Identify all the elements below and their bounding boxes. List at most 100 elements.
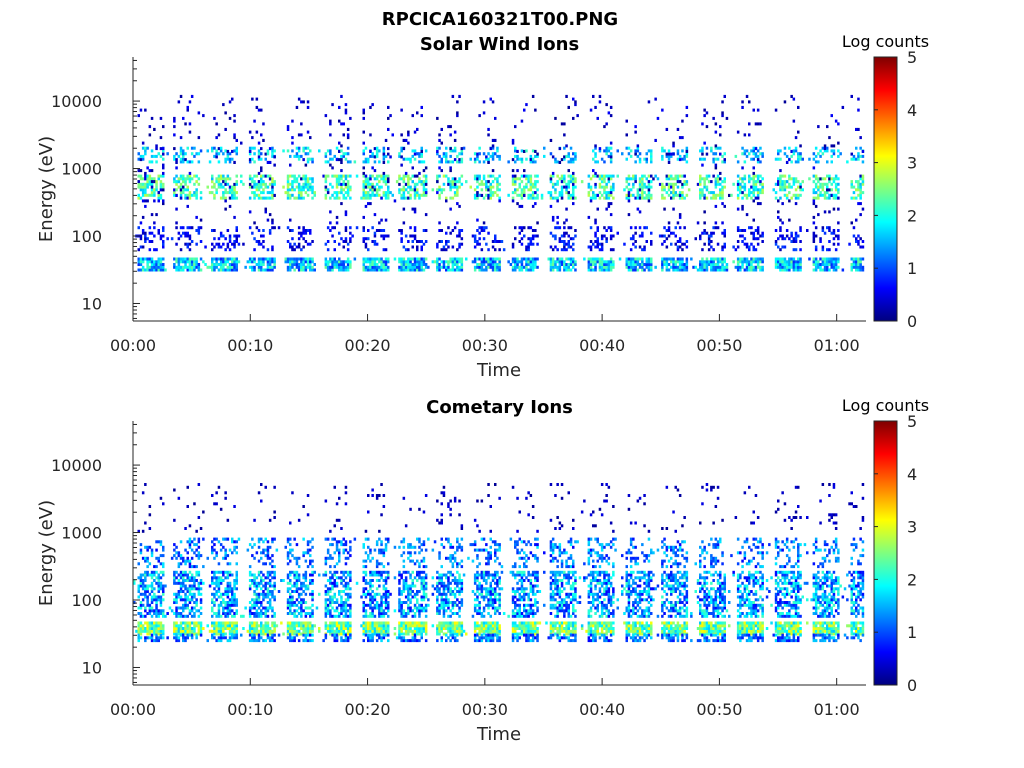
heatmap-cell [794, 248, 798, 252]
heatmap-cell [456, 114, 459, 118]
heatmap-cell [792, 248, 796, 252]
heatmap-cell [306, 185, 310, 189]
heatmap-cell [326, 248, 330, 252]
heatmap-cell [175, 545, 178, 549]
heatmap-cell [362, 257, 365, 261]
heatmap-cell [193, 629, 196, 633]
heatmap-cell [794, 193, 798, 197]
heatmap-cell [362, 268, 365, 272]
heatmap-cell [199, 601, 203, 604]
heatmap-cell [756, 196, 760, 200]
heatmap-cell [175, 268, 178, 272]
heatmap-cell [387, 105, 390, 109]
heatmap-cell [264, 210, 267, 214]
heatmap-cell [159, 595, 163, 599]
heatmap-cell [814, 196, 818, 200]
heatmap-cell [710, 231, 713, 235]
heatmap-cell [222, 193, 225, 197]
heatmap-cell [226, 570, 230, 574]
heatmap-cell [387, 265, 390, 269]
heatmap-cell [271, 245, 274, 249]
heatmap-cell [549, 191, 553, 195]
heatmap-cell [699, 177, 702, 181]
heatmap-cell [177, 185, 181, 189]
heatmap-cell [716, 257, 720, 261]
heatmap-cell [667, 221, 671, 225]
heatmap-cell [685, 245, 689, 249]
heatmap-cell [779, 257, 782, 261]
heatmap-cell [144, 576, 147, 580]
heatmap-cell [487, 260, 490, 264]
heatmap-cell [175, 260, 178, 264]
heatmap-cell [794, 149, 798, 153]
heatmap-cell [520, 157, 524, 161]
heatmap-cell [300, 263, 303, 266]
heatmap-cell [173, 180, 176, 184]
heatmap-cell [716, 265, 720, 269]
heatmap-cell [830, 231, 833, 235]
heatmap-cell [756, 202, 760, 206]
heatmap-cell [676, 149, 680, 153]
heatmap-cell [536, 257, 539, 261]
heatmap-cell [837, 122, 840, 126]
heatmap-cell [188, 237, 192, 241]
heatmap-cell [498, 268, 501, 272]
heatmap-cell [186, 559, 189, 563]
heatmap-cell [754, 122, 758, 126]
heatmap-cell [404, 174, 408, 178]
heatmap-cell [260, 196, 263, 200]
heatmap-cell [710, 245, 713, 249]
heatmap-cell [625, 263, 628, 266]
heatmap-cell [714, 265, 718, 269]
heatmap-cell [179, 595, 183, 599]
heatmap-cell [293, 154, 296, 158]
heatmap-cell [137, 621, 140, 625]
heatmap-cell [531, 160, 535, 164]
heatmap-cell [150, 260, 154, 264]
heatmap-cell [609, 174, 613, 178]
heatmap-cell [235, 581, 238, 585]
heatmap-cell [445, 146, 448, 150]
heatmap-cell [589, 265, 593, 269]
heatmap-cell [233, 234, 236, 238]
heatmap-cell [188, 543, 192, 547]
heatmap-cell [157, 579, 160, 582]
heatmap-cell [719, 146, 722, 150]
heatmap-cell [257, 268, 261, 272]
heatmap-cell [792, 260, 796, 264]
heatmap-cell [754, 265, 758, 269]
heatmap-cell [797, 196, 800, 200]
heatmap-cell [311, 257, 314, 261]
heatmap-cell [384, 265, 388, 269]
heatmap-cell [182, 154, 185, 158]
heatmap-cell [667, 182, 671, 186]
heatmap-cell [364, 193, 368, 197]
heatmap-cell [458, 260, 461, 264]
heatmap-cell [304, 182, 308, 186]
heatmap-cell [273, 226, 276, 230]
heatmap-cell [380, 265, 383, 269]
heatmap-cell [531, 260, 535, 264]
heatmap-cell [182, 177, 185, 181]
heatmap-cell [607, 146, 611, 150]
heatmap-cell [683, 226, 686, 230]
heatmap-cell [260, 257, 263, 261]
heatmap-cell [231, 540, 234, 544]
heatmap-cell [520, 242, 524, 246]
heatmap-cell [190, 257, 194, 261]
heatmap-cell [797, 193, 800, 197]
heatmap-cell [476, 196, 479, 200]
heatmap-cell [670, 242, 673, 246]
heatmap-cell [819, 257, 822, 261]
heatmap-cell [304, 146, 308, 150]
heatmap-cell [146, 587, 149, 591]
heatmap-cell [193, 627, 196, 630]
heatmap-cell [650, 265, 653, 269]
heatmap-cell [133, 581, 136, 585]
heatmap-cell [213, 245, 216, 249]
heatmap-cell [638, 182, 642, 186]
heatmap-cell [438, 257, 441, 261]
heatmap-cell [155, 627, 158, 630]
heatmap-cell [384, 154, 388, 158]
heatmap-cell [748, 133, 751, 137]
